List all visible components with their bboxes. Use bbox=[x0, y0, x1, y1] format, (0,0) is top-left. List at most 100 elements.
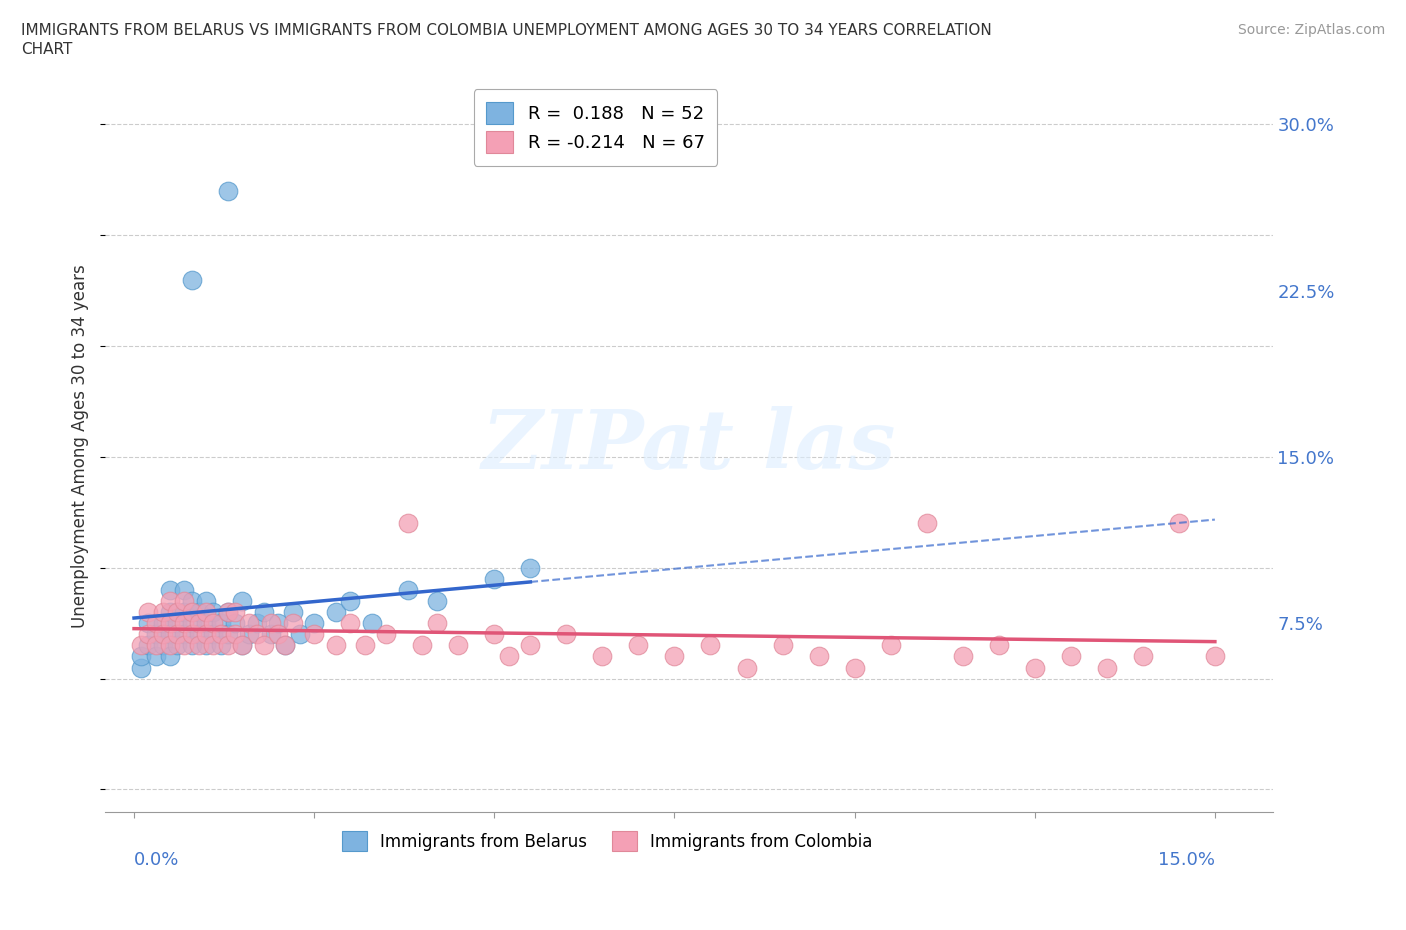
Point bbox=[353, 638, 375, 653]
Point bbox=[152, 638, 174, 653]
Point bbox=[498, 649, 520, 664]
Point bbox=[180, 627, 202, 642]
Point bbox=[195, 604, 218, 619]
Point bbox=[555, 627, 578, 642]
Point bbox=[180, 593, 202, 608]
Point bbox=[180, 272, 202, 287]
Point bbox=[209, 627, 232, 642]
Point bbox=[180, 616, 202, 631]
Point bbox=[173, 627, 195, 642]
Point bbox=[145, 627, 167, 642]
Point bbox=[159, 616, 181, 631]
Point bbox=[129, 660, 152, 675]
Point bbox=[231, 593, 253, 608]
Point bbox=[217, 604, 239, 619]
Point bbox=[484, 627, 506, 642]
Point bbox=[807, 649, 830, 664]
Text: IMMIGRANTS FROM BELARUS VS IMMIGRANTS FROM COLOMBIA UNEMPLOYMENT AMONG AGES 30 T: IMMIGRANTS FROM BELARUS VS IMMIGRANTS FR… bbox=[21, 23, 991, 38]
Point bbox=[138, 616, 160, 631]
Point bbox=[180, 604, 202, 619]
Point bbox=[195, 638, 218, 653]
Text: ZIPat las: ZIPat las bbox=[482, 405, 896, 485]
Point bbox=[253, 638, 276, 653]
Point bbox=[519, 638, 541, 653]
Point bbox=[260, 616, 283, 631]
Point bbox=[772, 638, 794, 653]
Point bbox=[302, 627, 325, 642]
Point bbox=[138, 604, 160, 619]
Point bbox=[217, 183, 239, 198]
Point bbox=[519, 561, 541, 576]
Point bbox=[202, 627, 225, 642]
Point bbox=[145, 649, 167, 664]
Point bbox=[360, 616, 382, 631]
Point bbox=[152, 627, 174, 642]
Point bbox=[217, 627, 239, 642]
Point bbox=[664, 649, 686, 664]
Point bbox=[166, 627, 188, 642]
Point bbox=[952, 649, 974, 664]
Point bbox=[1024, 660, 1046, 675]
Point bbox=[145, 638, 167, 653]
Point bbox=[339, 593, 361, 608]
Point bbox=[627, 638, 650, 653]
Point bbox=[245, 616, 267, 631]
Point bbox=[217, 638, 239, 653]
Point bbox=[152, 616, 174, 631]
Point bbox=[129, 638, 152, 653]
Point bbox=[699, 638, 721, 653]
Point bbox=[735, 660, 758, 675]
Point bbox=[173, 638, 195, 653]
Legend: Immigrants from Belarus, Immigrants from Colombia: Immigrants from Belarus, Immigrants from… bbox=[335, 825, 879, 858]
Point bbox=[187, 627, 209, 642]
Y-axis label: Unemployment Among Ages 30 to 34 years: Unemployment Among Ages 30 to 34 years bbox=[72, 264, 89, 628]
Point bbox=[195, 627, 218, 642]
Point bbox=[267, 616, 290, 631]
Point bbox=[145, 616, 167, 631]
Point bbox=[281, 616, 304, 631]
Point bbox=[195, 593, 218, 608]
Point bbox=[209, 638, 232, 653]
Point bbox=[159, 627, 181, 642]
Point bbox=[238, 627, 260, 642]
Point bbox=[325, 638, 347, 653]
Text: Source: ZipAtlas.com: Source: ZipAtlas.com bbox=[1237, 23, 1385, 37]
Point bbox=[253, 604, 276, 619]
Point bbox=[915, 516, 938, 531]
Point bbox=[426, 593, 449, 608]
Point bbox=[267, 627, 290, 642]
Point bbox=[152, 604, 174, 619]
Point bbox=[260, 627, 283, 642]
Point bbox=[426, 616, 449, 631]
Point bbox=[187, 638, 209, 653]
Point bbox=[159, 604, 181, 619]
Point bbox=[238, 616, 260, 631]
Point bbox=[844, 660, 866, 675]
Point bbox=[180, 638, 202, 653]
Point bbox=[245, 627, 267, 642]
Point bbox=[224, 604, 246, 619]
Point bbox=[202, 638, 225, 653]
Point bbox=[396, 516, 419, 531]
Point bbox=[375, 627, 398, 642]
Point bbox=[447, 638, 470, 653]
Point bbox=[173, 604, 195, 619]
Point bbox=[202, 616, 225, 631]
Point bbox=[173, 582, 195, 597]
Point bbox=[274, 638, 297, 653]
Point bbox=[159, 638, 181, 653]
Point bbox=[173, 593, 195, 608]
Point bbox=[274, 638, 297, 653]
Point bbox=[1167, 516, 1189, 531]
Point bbox=[202, 604, 225, 619]
Point bbox=[288, 627, 311, 642]
Point bbox=[209, 616, 232, 631]
Point bbox=[1132, 649, 1154, 664]
Point bbox=[138, 638, 160, 653]
Point bbox=[173, 616, 195, 631]
Point bbox=[231, 638, 253, 653]
Point bbox=[591, 649, 613, 664]
Point bbox=[411, 638, 433, 653]
Point bbox=[187, 616, 209, 631]
Point bbox=[166, 616, 188, 631]
